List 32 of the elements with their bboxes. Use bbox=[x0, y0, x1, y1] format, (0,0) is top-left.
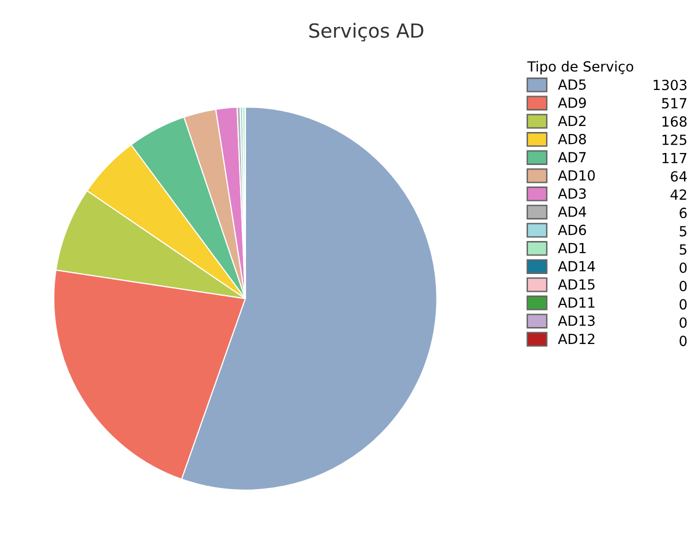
text: 0 bbox=[680, 299, 687, 310]
data-label: 125 bbox=[662, 134, 686, 146]
legend-label: AD4 bbox=[558, 206, 586, 217]
text: 0 bbox=[680, 317, 687, 328]
chart-title: Serviços AD bbox=[309, 22, 424, 42]
data-label: 1303 bbox=[654, 80, 686, 90]
data-label: 42 bbox=[670, 189, 686, 200]
legend-label: AD5 bbox=[558, 80, 586, 90]
data-label: 517 bbox=[662, 98, 686, 109]
text: 0 bbox=[680, 262, 687, 274]
data-label: 5 bbox=[680, 226, 686, 236]
legend-label: AD12 bbox=[558, 334, 594, 344]
legend-label: AD6 bbox=[558, 224, 586, 236]
data-label: 168 bbox=[662, 116, 687, 127]
text: 0 bbox=[680, 280, 687, 292]
legend-label: AD7 bbox=[558, 152, 586, 162]
data-label: 6 bbox=[680, 208, 687, 218]
data-label: 64 bbox=[670, 171, 687, 182]
legend-label: AD14 bbox=[558, 261, 595, 272]
legend-title: Tipo de Serviço bbox=[527, 60, 634, 74]
legend-label: AD13 bbox=[558, 315, 595, 326]
text: 0 bbox=[680, 336, 687, 346]
legend-label: AD9 bbox=[558, 98, 586, 108]
legend-label: AD15 bbox=[558, 279, 595, 290]
legend-label: AD1 bbox=[558, 243, 586, 254]
legend-label: AD11 bbox=[558, 298, 594, 308]
legend-label: AD10 bbox=[558, 170, 595, 181]
data-label: 117 bbox=[662, 153, 686, 164]
legend-label: AD3 bbox=[558, 188, 586, 199]
legend-label: AD2 bbox=[558, 116, 586, 126]
data-label: 5 bbox=[680, 244, 686, 255]
legend-label: AD8 bbox=[558, 134, 586, 144]
